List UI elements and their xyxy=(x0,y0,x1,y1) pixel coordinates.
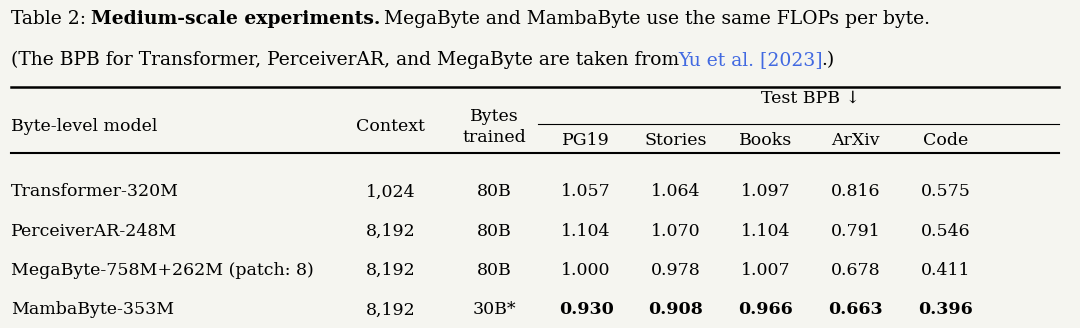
Text: 0.411: 0.411 xyxy=(921,262,970,279)
Text: Byte-level model: Byte-level model xyxy=(11,118,157,135)
Text: Stories: Stories xyxy=(645,132,707,149)
Text: Books: Books xyxy=(739,132,793,149)
Text: 0.791: 0.791 xyxy=(831,223,880,240)
Text: 0.396: 0.396 xyxy=(918,301,973,318)
Text: 0.930: 0.930 xyxy=(558,301,613,318)
Text: 1.104: 1.104 xyxy=(562,223,611,240)
Text: 8,192: 8,192 xyxy=(365,262,416,279)
Text: 8,192: 8,192 xyxy=(365,301,416,318)
Text: 1.097: 1.097 xyxy=(741,183,791,200)
Text: Code: Code xyxy=(923,132,968,149)
Text: 1.000: 1.000 xyxy=(562,262,611,279)
Text: 1,024: 1,024 xyxy=(366,183,415,200)
Text: 1.007: 1.007 xyxy=(741,262,791,279)
Text: 8,192: 8,192 xyxy=(365,223,416,240)
Text: Context: Context xyxy=(356,118,424,135)
Text: Transformer-320M: Transformer-320M xyxy=(11,183,178,200)
Text: MegaByte and MambaByte use the same FLOPs per byte.: MegaByte and MambaByte use the same FLOP… xyxy=(378,10,930,28)
Text: Test BPB ↓: Test BPB ↓ xyxy=(761,90,861,107)
Text: 0.546: 0.546 xyxy=(921,223,970,240)
Text: 80B: 80B xyxy=(476,223,512,240)
Text: 1.070: 1.070 xyxy=(651,223,701,240)
Text: 0.908: 0.908 xyxy=(649,301,703,318)
Text: 0.816: 0.816 xyxy=(831,183,880,200)
Text: Bytes
trained: Bytes trained xyxy=(462,108,526,146)
Text: PerceiverAR-248M: PerceiverAR-248M xyxy=(11,223,177,240)
Text: 0.678: 0.678 xyxy=(831,262,880,279)
Text: Medium-scale experiments.: Medium-scale experiments. xyxy=(91,10,380,28)
Text: 1.057: 1.057 xyxy=(562,183,611,200)
Text: 0.966: 0.966 xyxy=(739,301,793,318)
Text: 0.575: 0.575 xyxy=(920,183,971,200)
Text: 0.978: 0.978 xyxy=(651,262,701,279)
Text: ArXiv: ArXiv xyxy=(832,132,880,149)
Text: 1.104: 1.104 xyxy=(741,223,791,240)
Text: Table 2:: Table 2: xyxy=(11,10,92,28)
Text: Yu et al. [2023]: Yu et al. [2023] xyxy=(678,51,823,69)
Text: 1.064: 1.064 xyxy=(651,183,701,200)
Text: MambaByte-353M: MambaByte-353M xyxy=(11,301,174,318)
Text: 30B*: 30B* xyxy=(472,301,516,318)
Text: (The BPB for Transformer, PerceiverAR, and MegaByte are taken from: (The BPB for Transformer, PerceiverAR, a… xyxy=(11,51,685,69)
Text: 80B: 80B xyxy=(476,183,512,200)
Text: 80B: 80B xyxy=(476,262,512,279)
Text: .): .) xyxy=(822,51,835,69)
Text: PG19: PG19 xyxy=(563,132,610,149)
Text: 0.663: 0.663 xyxy=(828,301,883,318)
Text: MegaByte-758M+262M (patch: 8): MegaByte-758M+262M (patch: 8) xyxy=(11,262,313,279)
